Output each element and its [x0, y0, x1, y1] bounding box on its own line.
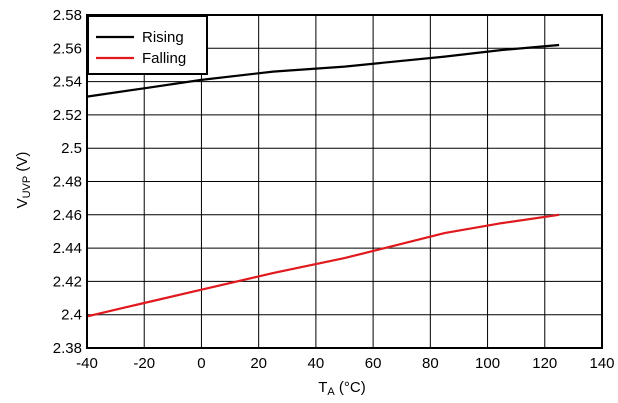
- y-tick-label: 2.46: [53, 207, 82, 224]
- y-tick-label: 2.54: [53, 74, 82, 91]
- x-tick-label: 140: [589, 355, 614, 372]
- y-tick-label: 2.4: [61, 307, 82, 324]
- y-tick-label: 2.56: [53, 40, 82, 57]
- x-tick-label: 40: [308, 355, 325, 372]
- tick-labels: -40 -20 0 20 40 60 80 100 120 140 2.38 2.4 2.42 2.44 2…: [53, 7, 615, 372]
- x-tick-label: -40: [76, 355, 98, 372]
- y-axis-label: VUVP (V): [14, 152, 33, 209]
- y-tick-label: 2.5: [61, 140, 82, 157]
- x-tick-label: 100: [475, 355, 500, 372]
- x-axis-label: TA (°C): [318, 379, 366, 398]
- y-tick-label: 2.38: [53, 340, 82, 357]
- y-tick-label: 2.44: [53, 240, 82, 257]
- series-line-falling: [86, 213, 560, 318]
- x-tick-label: 120: [532, 355, 557, 372]
- x-tick-label: 20: [250, 355, 267, 372]
- plot-frame: [86, 14, 603, 349]
- legend-label-rising: Rising: [142, 29, 184, 46]
- x-tick-label: 80: [422, 355, 439, 372]
- series-layer: [86, 43, 560, 318]
- y-tick-label: 2.58: [53, 7, 82, 24]
- legend: Rising Falling: [87, 15, 208, 75]
- x-tick-label: 60: [365, 355, 382, 372]
- legend-box: [87, 15, 208, 75]
- x-tick-label: -20: [133, 355, 155, 372]
- y-tick-label: 2.52: [53, 107, 82, 124]
- series-line-rising: [86, 43, 560, 98]
- x-tick-label: 0: [197, 355, 205, 372]
- y-tick-label: 2.48: [53, 174, 82, 191]
- legend-label-falling: Falling: [142, 50, 186, 67]
- y-tick-label: 2.42: [53, 273, 82, 290]
